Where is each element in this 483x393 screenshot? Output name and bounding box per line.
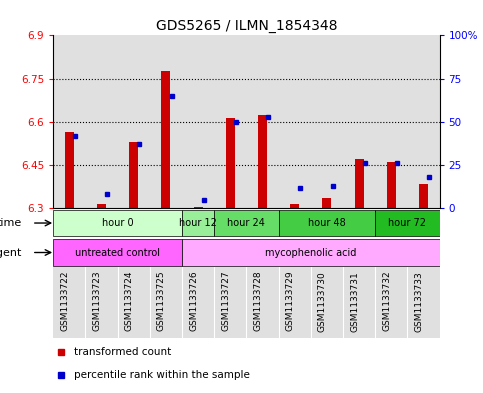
Text: GSM1133722: GSM1133722: [60, 271, 69, 331]
Text: hour 72: hour 72: [388, 218, 426, 228]
Bar: [85, 267, 117, 338]
Text: GSM1133726: GSM1133726: [189, 271, 198, 331]
Text: GSM1133725: GSM1133725: [157, 271, 166, 331]
Text: hour 12: hour 12: [179, 218, 217, 228]
Bar: [65, 132, 74, 208]
Bar: [226, 118, 235, 208]
Bar: [407, 267, 440, 338]
Bar: [387, 162, 396, 208]
Bar: [375, 267, 407, 338]
Bar: [117, 35, 150, 208]
Bar: [258, 115, 267, 208]
Text: GSM1133728: GSM1133728: [254, 271, 262, 331]
Title: GDS5265 / ILMN_1854348: GDS5265 / ILMN_1854348: [156, 19, 337, 33]
Text: transformed count: transformed count: [74, 347, 171, 357]
Text: hour 48: hour 48: [308, 218, 346, 228]
Bar: [246, 35, 279, 208]
Bar: [214, 267, 246, 338]
Bar: [375, 35, 407, 208]
Bar: [214, 210, 279, 236]
Text: mycophenolic acid: mycophenolic acid: [265, 248, 356, 257]
Text: GSM1133733: GSM1133733: [414, 271, 424, 332]
Bar: [214, 35, 246, 208]
Bar: [407, 35, 440, 208]
Text: percentile rank within the sample: percentile rank within the sample: [74, 370, 250, 380]
Bar: [343, 35, 375, 208]
Text: untreated control: untreated control: [75, 248, 160, 257]
Bar: [129, 142, 138, 208]
Bar: [117, 267, 150, 338]
Bar: [150, 267, 182, 338]
Bar: [311, 267, 343, 338]
Bar: [53, 267, 85, 338]
Bar: [97, 204, 106, 208]
Bar: [53, 239, 182, 266]
Bar: [194, 207, 202, 208]
Bar: [279, 267, 311, 338]
Bar: [246, 267, 279, 338]
Bar: [311, 35, 343, 208]
Text: hour 0: hour 0: [102, 218, 133, 228]
Bar: [182, 35, 214, 208]
Bar: [182, 210, 214, 236]
Bar: [419, 184, 428, 208]
Text: GSM1133723: GSM1133723: [92, 271, 101, 331]
Bar: [161, 72, 170, 208]
Bar: [375, 210, 440, 236]
Text: GSM1133732: GSM1133732: [382, 271, 391, 331]
Text: GSM1133729: GSM1133729: [285, 271, 295, 331]
Bar: [53, 35, 85, 208]
Text: GSM1133731: GSM1133731: [350, 271, 359, 332]
Bar: [322, 198, 331, 208]
Bar: [53, 210, 182, 236]
Bar: [182, 267, 214, 338]
Bar: [182, 239, 440, 266]
Text: agent: agent: [0, 248, 22, 257]
Bar: [290, 204, 299, 208]
Bar: [279, 35, 311, 208]
Text: hour 24: hour 24: [227, 218, 265, 228]
Bar: [85, 35, 117, 208]
Bar: [355, 159, 364, 208]
Text: GSM1133730: GSM1133730: [318, 271, 327, 332]
Text: time: time: [0, 218, 22, 228]
Bar: [343, 267, 375, 338]
Bar: [150, 35, 182, 208]
Bar: [279, 210, 375, 236]
Text: GSM1133724: GSM1133724: [125, 271, 134, 331]
Text: GSM1133727: GSM1133727: [221, 271, 230, 331]
